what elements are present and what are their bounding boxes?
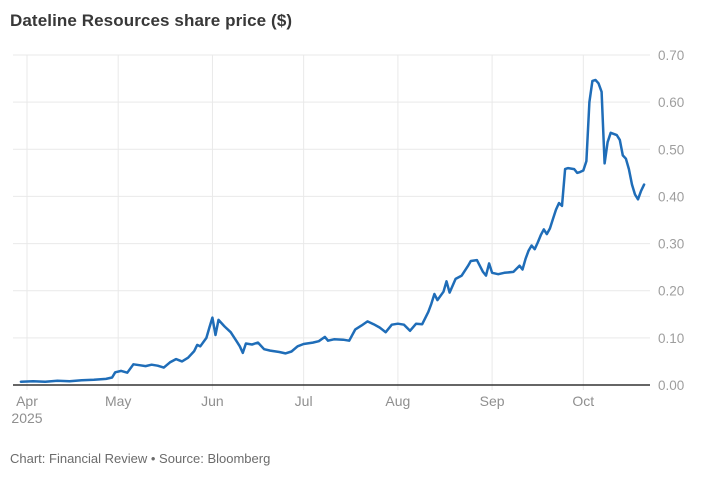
y-axis-tick-label: 0.60 xyxy=(658,95,684,110)
y-axis-tick-label: 0.30 xyxy=(658,237,684,252)
x-axis-tick-label: Jun xyxy=(201,393,224,409)
price-line xyxy=(19,78,646,383)
chart-title: Dateline Resources share price ($) xyxy=(10,11,293,30)
x-axis-tick-label: Oct xyxy=(572,393,594,409)
x-axis-tick-label: Jul xyxy=(295,393,313,409)
x-axis-tick-label: Aug xyxy=(385,393,410,409)
x-axis-year-label: 2025 xyxy=(11,410,42,426)
y-axis-tick-label: 0.40 xyxy=(658,189,684,204)
x-axis-tick-label: Sep xyxy=(480,393,505,409)
y-axis-tick-label: 0.70 xyxy=(658,48,684,63)
x-axis-tick-label: May xyxy=(105,393,131,409)
chart-footer: Chart: Financial Review • Source: Bloomb… xyxy=(10,451,271,466)
y-axis-tick-label: 0.50 xyxy=(658,142,684,157)
y-axis-tick-label: 0.10 xyxy=(658,331,684,346)
x-axis-tick-label: Apr xyxy=(16,393,38,409)
y-axis-tick-label: 0.20 xyxy=(658,284,684,299)
y-axis-tick-label: 0.00 xyxy=(658,378,684,393)
